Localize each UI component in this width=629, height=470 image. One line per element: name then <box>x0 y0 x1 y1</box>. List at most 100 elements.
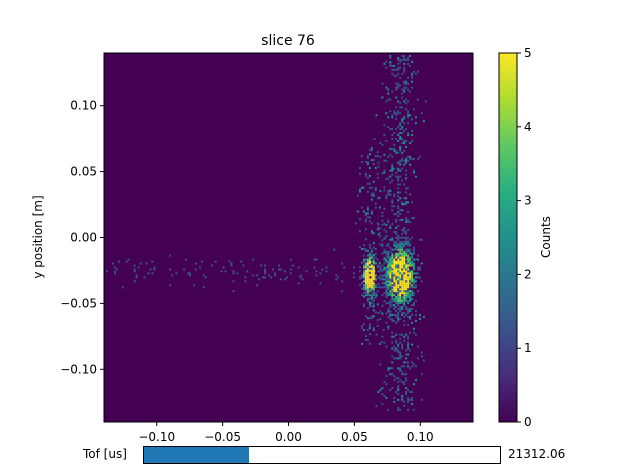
heatmap-cell <box>409 284 412 287</box>
heatmap-cell <box>366 307 369 310</box>
heatmap-cell <box>391 284 394 287</box>
heatmap-cell <box>372 254 375 256</box>
heatmap-cell <box>417 345 419 348</box>
heatmap-cell <box>407 264 410 267</box>
heatmap-cell <box>405 290 408 293</box>
chart-title: slice 76 <box>261 33 315 49</box>
heatmap-cell <box>370 284 373 287</box>
heatmap-cell <box>405 108 408 111</box>
heatmap-cell <box>395 74 398 77</box>
heatmap-cell <box>397 256 400 259</box>
heatmap-cell <box>405 254 408 257</box>
heatmap-cell <box>395 321 398 324</box>
heatmap-cell <box>385 258 388 261</box>
heatmap-cell <box>407 347 410 350</box>
heatmap-cell <box>399 276 402 279</box>
heatmap-cell <box>401 232 404 235</box>
tof-slider[interactable] <box>143 446 501 464</box>
heatmap-cell <box>377 227 380 229</box>
heatmap-cell <box>405 349 408 352</box>
heatmap-cell <box>399 236 402 239</box>
heatmap-cell <box>389 276 392 279</box>
heatmap-cell <box>368 260 371 263</box>
heatmap-cell <box>375 270 378 273</box>
heatmap-cell <box>401 256 404 259</box>
heatmap-cell <box>381 393 384 395</box>
heatmap-cell <box>202 274 205 277</box>
heatmap-cell <box>258 278 261 281</box>
heatmap-cell <box>383 159 386 162</box>
heatmap-cell <box>403 266 406 269</box>
heatmap-cell <box>401 260 404 263</box>
heatmap-cell <box>389 227 392 229</box>
heatmap-cell <box>401 96 404 99</box>
heatmap-cell <box>411 74 414 77</box>
heatmap-cell <box>411 217 414 220</box>
heatmap-cell <box>364 250 367 252</box>
heatmap-cell <box>409 290 412 293</box>
heatmap-cell <box>377 252 380 255</box>
heatmap-cell <box>413 278 415 281</box>
heatmap-cell <box>409 274 412 277</box>
heatmap-cell <box>397 58 400 61</box>
heatmap-cell <box>368 254 371 256</box>
heatmap-cell <box>407 272 410 275</box>
heatmap-cell <box>399 169 402 172</box>
heatmap-cell <box>299 274 302 277</box>
heatmap-cell <box>385 112 388 115</box>
heatmap-cell <box>376 151 379 154</box>
heatmap-cell <box>370 264 373 267</box>
heatmap-cell <box>361 327 363 330</box>
heatmap-cell <box>411 157 414 160</box>
heatmap-cell <box>405 393 408 395</box>
heatmap-cell <box>391 179 394 182</box>
heatmap-cell <box>341 280 344 283</box>
heatmap-cell <box>374 292 377 295</box>
heatmap-cell <box>366 272 369 275</box>
heatmap-cell <box>363 286 365 289</box>
heatmap-cell <box>407 312 410 314</box>
heatmap-cell <box>368 294 371 297</box>
heatmap-cell <box>374 295 377 298</box>
heatmap-cell <box>385 227 388 229</box>
heatmap-cell <box>403 284 406 287</box>
heatmap-cell <box>361 155 363 158</box>
heatmap-cell <box>401 397 404 399</box>
heatmap-cell <box>401 138 404 140</box>
heatmap-cell <box>368 246 371 249</box>
heatmap-cell <box>391 173 394 176</box>
heatmap-cell <box>366 208 369 211</box>
heatmap-cell <box>397 296 400 299</box>
heatmap-cell <box>387 325 390 328</box>
heatmap-cell <box>399 317 402 320</box>
heatmap-cell <box>368 262 371 265</box>
heatmap-cell <box>379 363 382 366</box>
heatmap-cell <box>411 272 414 275</box>
heatmap-cell <box>417 310 419 312</box>
heatmap-cell <box>407 292 410 295</box>
heatmap-cell <box>420 282 423 285</box>
heatmap-cell <box>393 286 396 289</box>
heatmap-cell <box>395 302 398 305</box>
heatmap-cell <box>368 325 371 328</box>
heatmap-cell <box>405 353 408 356</box>
heatmap-cell <box>375 294 378 297</box>
heatmap-cell <box>383 62 386 65</box>
heatmap-cell <box>366 262 369 265</box>
heatmap-cell <box>391 319 394 322</box>
heatmap-cell <box>393 112 396 115</box>
heatmap-cell <box>405 274 408 277</box>
heatmap-cell <box>405 268 408 271</box>
heatmap-cell <box>171 274 174 277</box>
heatmap-cell <box>343 266 346 269</box>
heatmap-cell <box>397 225 400 227</box>
heatmap-cell <box>391 300 394 303</box>
heatmap-cell <box>401 272 404 275</box>
heatmap-cell <box>393 290 396 293</box>
heatmap-cell <box>409 296 412 299</box>
heatmap-cell <box>403 300 406 303</box>
heatmap-cell <box>399 58 402 61</box>
heatmap-cell <box>397 270 400 273</box>
heatmap-cell <box>411 274 414 277</box>
heatmap-cell <box>399 258 402 261</box>
